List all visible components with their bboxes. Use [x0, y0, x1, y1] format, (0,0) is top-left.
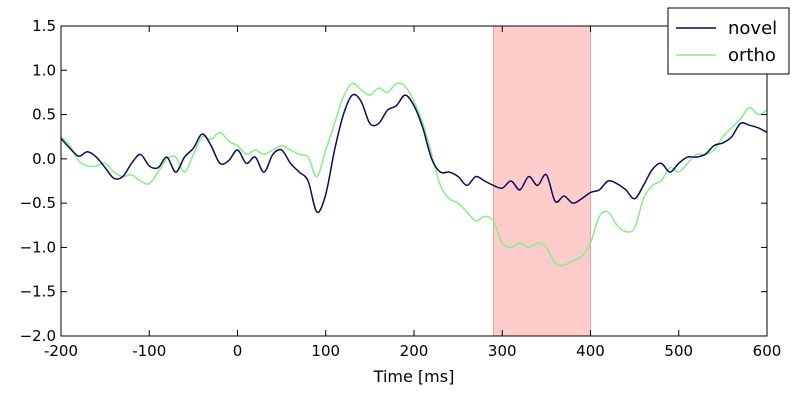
x-tick-label: 0: [233, 342, 243, 360]
x-tick-label: 100: [311, 342, 340, 360]
y-tick-label: 1.0: [32, 61, 56, 79]
series-line-novel: [60, 93, 768, 214]
y-tick-label: −1.5: [20, 283, 56, 301]
y-tick-label: −2.0: [20, 327, 56, 345]
x-tick-label: -100: [132, 342, 166, 360]
x-tick-label: 300: [488, 342, 517, 360]
x-tick-label: 500: [664, 342, 693, 360]
y-tick-label: 0.0: [32, 150, 56, 168]
x-tick-label: 600: [753, 342, 782, 360]
plot-frame: [60, 25, 768, 337]
y-tick-label: −1.0: [20, 238, 56, 256]
legend-box: [667, 7, 790, 75]
legend-label-ortho: ortho: [728, 45, 776, 66]
series-line-ortho: [60, 82, 768, 267]
legend-label-novel: novel: [728, 18, 777, 39]
x-tick-label: 400: [576, 342, 605, 360]
x-axis-label: Time [ms]: [373, 367, 455, 386]
y-tick-label: 0.5: [32, 106, 56, 124]
legend: novel ortho: [667, 7, 790, 75]
x-tick-label: -200: [44, 342, 78, 360]
y-tick-label: 1.5: [32, 17, 56, 35]
x-tick-label: 200: [400, 342, 429, 360]
series-layer: [60, 82, 768, 267]
ticks-layer: -200 -100 0 100 200 300 400 500 600 −2.0 −1.5 −1.0 −…: [20, 17, 782, 360]
highlight-region: [492, 25, 591, 337]
y-tick-label: −0.5: [20, 194, 56, 212]
